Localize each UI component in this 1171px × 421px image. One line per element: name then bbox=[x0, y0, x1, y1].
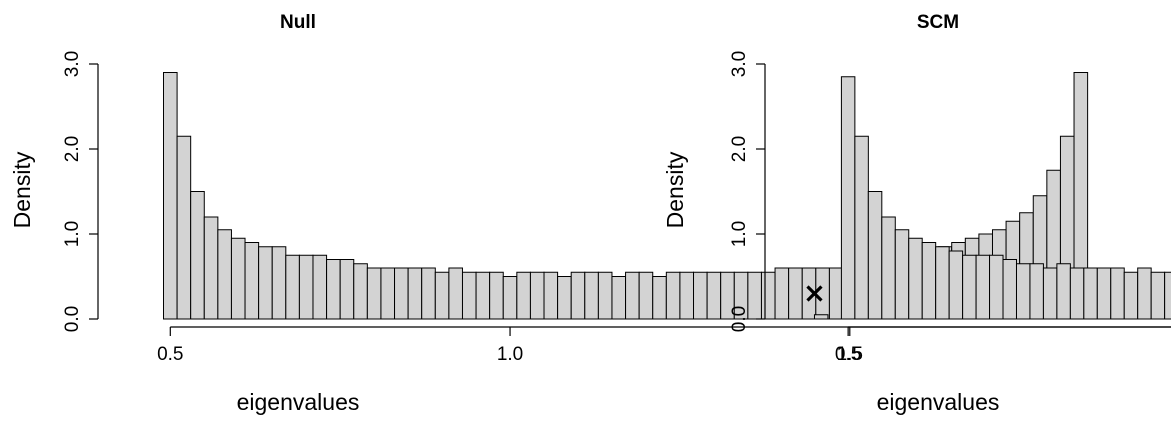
histogram-bar bbox=[867, 191, 883, 320]
histogram-bar bbox=[1042, 267, 1058, 320]
histogram-bar bbox=[760, 271, 776, 320]
histogram-bar bbox=[271, 246, 287, 320]
histogram-bar bbox=[258, 246, 273, 320]
x-tick-label: 1.0 bbox=[497, 344, 523, 365]
x-axis-label: eigenvalues bbox=[237, 389, 360, 415]
histogram-bar bbox=[203, 216, 219, 320]
histogram-bar bbox=[516, 271, 531, 320]
histogram-bar bbox=[407, 267, 423, 320]
histogram-bar bbox=[584, 271, 599, 320]
histogram-bar bbox=[774, 267, 790, 320]
histogram-bar bbox=[1083, 267, 1098, 320]
histogram-bar bbox=[339, 259, 355, 320]
histogram-bar bbox=[394, 267, 409, 320]
outlier-marker bbox=[806, 285, 823, 302]
histogram-bar bbox=[502, 276, 518, 320]
histogram-bar bbox=[1150, 271, 1166, 320]
chart-title: Null bbox=[280, 12, 316, 33]
histogram-bar bbox=[1002, 259, 1017, 320]
histogram-bar bbox=[854, 135, 869, 320]
histogram-bar bbox=[557, 276, 572, 320]
histogram-bar bbox=[638, 271, 654, 320]
panel-scm: SCM0.51.01.52.00.01.02.03.0eigenvaluesDe… bbox=[662, 12, 1171, 415]
histogram-bar bbox=[706, 271, 722, 320]
histogram-bar bbox=[1015, 263, 1031, 320]
histogram-bar bbox=[975, 254, 991, 320]
histogram-bar bbox=[434, 271, 450, 320]
histogram-bar bbox=[570, 271, 586, 320]
histogram-bar bbox=[815, 267, 830, 320]
histogram-bar bbox=[489, 271, 504, 320]
outlier-marker-stroke bbox=[806, 285, 823, 302]
histogram-bar bbox=[421, 267, 436, 320]
histogram-bar bbox=[326, 259, 341, 320]
histogram-bar bbox=[908, 237, 923, 320]
y-tick-label: 2.0 bbox=[729, 136, 750, 162]
y-tick-label: 0.0 bbox=[729, 306, 750, 332]
histogram-bar bbox=[244, 242, 260, 320]
histogram-bar bbox=[693, 271, 708, 320]
histogram-bar bbox=[448, 267, 463, 320]
histogram-bar bbox=[1110, 267, 1125, 320]
histogram-bar bbox=[176, 135, 192, 320]
y-tick-label: 3.0 bbox=[62, 51, 83, 77]
x-tick-label: 1.5 bbox=[837, 344, 863, 365]
histogram-bar bbox=[366, 267, 382, 320]
histogram-bar bbox=[989, 254, 1004, 320]
histogram-bar bbox=[625, 271, 640, 320]
y-tick-label: 1.0 bbox=[62, 221, 83, 247]
x-tick-label: 0.5 bbox=[157, 344, 183, 365]
y-tick-label: 0.0 bbox=[62, 306, 83, 332]
x-tick-label: 0.5 bbox=[835, 344, 861, 365]
histogram-bar bbox=[285, 254, 300, 320]
histogram-bar bbox=[921, 242, 937, 320]
chart-title: SCM bbox=[917, 12, 959, 33]
histogram-bar bbox=[475, 271, 491, 320]
histogram-bar bbox=[788, 267, 803, 320]
histogram-bar bbox=[962, 254, 977, 320]
histogram-bar bbox=[948, 250, 964, 320]
histogram-bar bbox=[543, 271, 559, 320]
histogram-bar bbox=[529, 271, 545, 320]
histogram-bar bbox=[217, 229, 232, 320]
y-tick-label: 2.0 bbox=[62, 136, 83, 162]
panel-null: Null 0.5 1.0 1.5 2.0 0.0 1.0 2.0 3.0 eigenvalues D… bbox=[9, 12, 1171, 415]
histogram-bar bbox=[894, 229, 910, 320]
histogram-bar bbox=[1069, 267, 1085, 320]
histogram-bar bbox=[163, 72, 178, 320]
x-axis-label: eigenvalues bbox=[877, 389, 1000, 415]
histogram-bar bbox=[679, 271, 695, 320]
histogram-bar bbox=[611, 276, 627, 320]
histogram-bar bbox=[380, 267, 396, 320]
histogram-bar bbox=[840, 76, 856, 320]
histogram-bar bbox=[298, 254, 314, 320]
histogram-bar bbox=[1029, 263, 1044, 320]
histogram-bar bbox=[461, 271, 477, 320]
histogram-bar bbox=[935, 246, 950, 320]
y-tick-label: 1.0 bbox=[729, 221, 750, 247]
histogram-bar bbox=[1137, 267, 1152, 320]
histogram-bar bbox=[1096, 267, 1112, 320]
histogram-bar bbox=[1123, 271, 1139, 320]
y-tick-label: 3.0 bbox=[729, 51, 750, 77]
histogram-bar bbox=[353, 263, 368, 320]
histogram-bar bbox=[597, 271, 613, 320]
histogram-bar bbox=[881, 216, 896, 320]
histogram-bar bbox=[312, 254, 328, 320]
y-axis-label: Density bbox=[9, 151, 35, 228]
histogram-bar bbox=[813, 314, 829, 320]
histogram-bar bbox=[1056, 263, 1071, 320]
histogram-bar bbox=[190, 191, 205, 320]
histogram-bar bbox=[230, 237, 246, 320]
y-axis-label: Density bbox=[662, 151, 688, 228]
histogram-bar bbox=[1164, 271, 1171, 320]
histogram-bar bbox=[652, 276, 667, 320]
histogram-bar bbox=[665, 271, 681, 320]
